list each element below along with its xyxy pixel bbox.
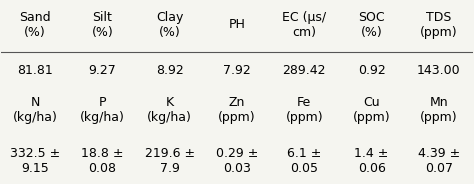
Text: 6.1 ±
0.05: 6.1 ± 0.05 — [287, 147, 321, 175]
Text: Cu
(ppm): Cu (ppm) — [353, 96, 391, 124]
Text: 7.92: 7.92 — [223, 64, 251, 77]
Text: 0.92: 0.92 — [358, 64, 385, 77]
Text: SOC
(%): SOC (%) — [358, 11, 385, 39]
Text: 219.6 ±
7.9: 219.6 ± 7.9 — [145, 147, 195, 175]
Text: 332.5 ±
9.15: 332.5 ± 9.15 — [10, 147, 60, 175]
Text: 4.39 ±
0.07: 4.39 ± 0.07 — [418, 147, 460, 175]
Text: K
(kg/ha): K (kg/ha) — [147, 96, 192, 124]
Text: Mn
(ppm): Mn (ppm) — [420, 96, 458, 124]
Text: 289.42: 289.42 — [283, 64, 326, 77]
Text: Zn
(ppm): Zn (ppm) — [218, 96, 256, 124]
Text: 1.4 ±
0.06: 1.4 ± 0.06 — [355, 147, 389, 175]
Text: Sand
(%): Sand (%) — [19, 11, 51, 39]
Text: 81.81: 81.81 — [17, 64, 53, 77]
Text: 0.29 ±
0.03: 0.29 ± 0.03 — [216, 147, 258, 175]
Text: 18.8 ±
0.08: 18.8 ± 0.08 — [81, 147, 124, 175]
Text: TDS
(ppm): TDS (ppm) — [420, 11, 458, 39]
Text: PH: PH — [228, 18, 246, 31]
Text: N
(kg/ha): N (kg/ha) — [13, 96, 57, 124]
Text: P
(kg/ha): P (kg/ha) — [80, 96, 125, 124]
Text: 9.27: 9.27 — [89, 64, 116, 77]
Text: 143.00: 143.00 — [417, 64, 461, 77]
Text: EC (μs/
cm): EC (μs/ cm) — [282, 11, 327, 39]
Text: Silt
(%): Silt (%) — [91, 11, 113, 39]
Text: Clay
(%): Clay (%) — [156, 11, 183, 39]
Text: 8.92: 8.92 — [156, 64, 183, 77]
Text: Fe
(ppm): Fe (ppm) — [285, 96, 323, 124]
